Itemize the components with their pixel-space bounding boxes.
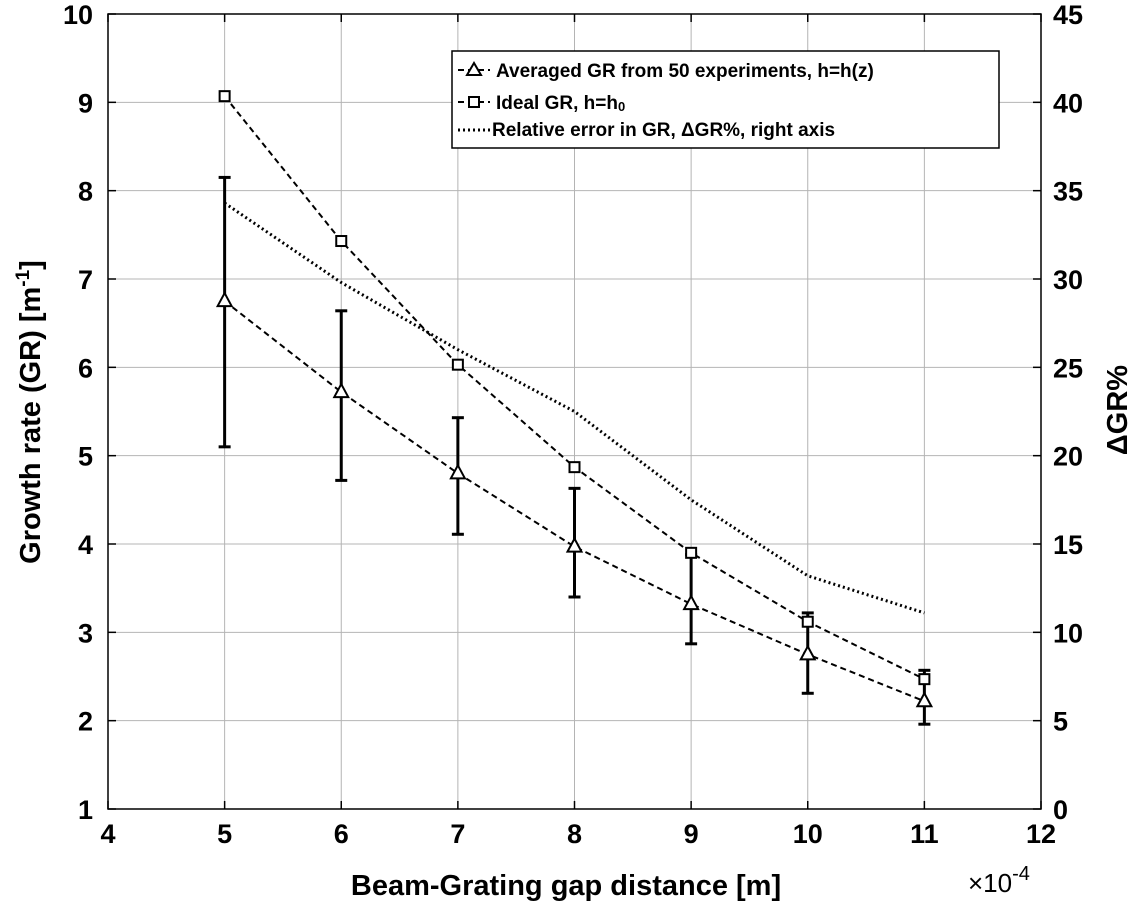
series-line-2 — [223, 201, 925, 615]
legend-label-error: Relative error in GR, ΔGR%, right axis — [492, 120, 835, 141]
y-tick-label: 1 — [78, 795, 93, 825]
data-point-square — [218, 90, 231, 103]
data-point-triangle — [915, 691, 934, 708]
y-tick-label: 4 — [78, 530, 93, 560]
data-point-square — [918, 673, 931, 686]
y2-tick-label: 10 — [1053, 618, 1083, 648]
legend-box — [451, 50, 1000, 149]
x-tick-label: 7 — [450, 819, 465, 849]
marks — [215, 90, 934, 726]
y2-tick-label: 20 — [1053, 442, 1083, 472]
data-point-square — [685, 546, 698, 559]
y-tick-label: 7 — [78, 265, 93, 295]
legend-label-avg: Averaged GR from 50 experiments, h=h(z) — [496, 61, 874, 82]
y-tick-label: 8 — [78, 177, 93, 207]
x-tick-label: 8 — [567, 819, 582, 849]
y2-tick-label: 0 — [1053, 795, 1068, 825]
data-point-square — [801, 615, 814, 628]
data-point-square — [335, 235, 348, 248]
x-tick-label: 5 — [217, 819, 232, 849]
data-point-triangle — [799, 644, 817, 661]
legend-triangle-icon — [465, 61, 483, 76]
data-point-triangle — [215, 290, 234, 308]
data-point-square — [568, 461, 581, 474]
y-axis-label: Growth rate (GR) [m-1] — [13, 260, 47, 564]
y-tick-label: 6 — [78, 353, 93, 383]
y2-axis-label: ΔGR% — [1102, 365, 1134, 455]
y-tick-label: 3 — [78, 618, 93, 648]
y-tick-label: 10 — [63, 0, 93, 30]
y2-tick-label: 5 — [1053, 707, 1068, 737]
x-tick-label: 12 — [1026, 819, 1056, 849]
data-point-triangle — [449, 463, 467, 480]
data-point-triangle — [332, 381, 350, 399]
y-tick-label: 2 — [78, 707, 93, 737]
y2-tick-label: 45 — [1053, 0, 1083, 30]
x-tick-label: 10 — [793, 819, 823, 849]
y2-tick-label: 15 — [1053, 530, 1083, 560]
legend-square-icon — [468, 96, 480, 108]
legend-label-ideal: Ideal GR, h=h0 — [496, 93, 625, 114]
x-tick-label: 9 — [684, 819, 699, 849]
data-point-triangle — [565, 536, 584, 553]
x-tick-label: 11 — [910, 819, 939, 849]
data-point-triangle — [682, 593, 700, 611]
y-tick-label: 9 — [78, 88, 93, 118]
y2-tick-label: 25 — [1053, 353, 1083, 383]
data-point-square — [451, 358, 464, 371]
y2-tick-label: 35 — [1053, 177, 1083, 207]
x-tick-label: 4 — [100, 819, 115, 849]
ticks: 4 5 6 7 8 9 10 11 121234567891005101520253035404… — [63, 0, 1083, 849]
y2-tick-label: 30 — [1053, 265, 1083, 295]
x-multiplier: ×10-4 — [968, 863, 1030, 898]
x-axis-label: Beam-Grating gap distance [m] — [351, 870, 781, 902]
y-tick-label: 5 — [78, 442, 93, 472]
legend: Averaged GR from 50 experiments, h=h(z) … — [451, 50, 1000, 149]
y2-tick-label: 40 — [1053, 88, 1083, 118]
x-tick-label: 6 — [334, 819, 349, 849]
